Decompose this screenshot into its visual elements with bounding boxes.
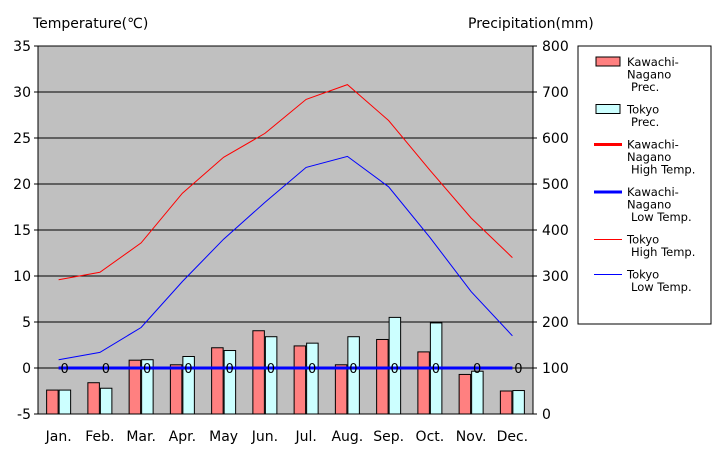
point-label: 0: [308, 362, 316, 377]
legend-label: High Temp.: [631, 245, 695, 259]
precip-bar: [293, 345, 307, 415]
precip-bar: [471, 370, 484, 415]
left-tick-label: 30: [13, 85, 31, 101]
temperature-line: [58, 155, 513, 361]
precip-bar: [334, 364, 348, 415]
legend-label: Kawachi-: [627, 138, 679, 152]
precip-bar: [87, 382, 100, 415]
legend-label: Kawachi-: [627, 185, 679, 199]
precip-bar: [417, 351, 430, 415]
right-tick-label: 500: [542, 177, 569, 193]
right-tick-label: 600: [542, 131, 569, 147]
x-tick-label: Jun.: [251, 429, 278, 445]
legend-swatch: [595, 104, 621, 114]
left-tick-label: 15: [13, 223, 31, 239]
precip-bar: [46, 389, 59, 415]
x-tick-label: Feb.: [85, 429, 114, 445]
point-label: 0: [514, 362, 522, 377]
legend-label: Low Temp.: [631, 280, 692, 294]
temperature-line: [58, 84, 513, 281]
x-tick-label: Dec.: [497, 429, 529, 445]
precip-bar: [223, 350, 237, 415]
precip-bar: [512, 390, 525, 415]
right-tick-label: 700: [542, 85, 569, 101]
legend-label: Kawachi-: [627, 55, 679, 69]
left-tick-label: 35: [13, 39, 31, 55]
left-tick-label: 0: [22, 361, 31, 377]
legend-label: Prec.: [631, 115, 659, 129]
left-tick-label: 25: [13, 131, 31, 147]
precip-bar: [499, 390, 513, 415]
x-tick-label: Aug.: [331, 429, 363, 445]
right-tick-label: 100: [542, 361, 569, 377]
precip-bar: [306, 342, 319, 415]
right-tick-label: 400: [542, 223, 569, 239]
right-axis-title: Precipitation(mm): [468, 16, 594, 32]
precip-bar: [169, 364, 183, 415]
x-tick-label: May: [209, 429, 238, 445]
precip-bar: [99, 387, 113, 415]
precip-bar: [376, 338, 389, 415]
right-tick-label: 0: [542, 407, 551, 423]
x-tick-label: Jan.: [45, 429, 72, 445]
legend-box: [577, 45, 712, 325]
right-tick-label: 800: [542, 39, 569, 55]
point-label: 0: [102, 362, 110, 377]
legend-label: Tokyo: [626, 103, 659, 117]
legend: Kawachi-NaganoPrec.TokyoPrec.Kawachi-Nag…: [577, 45, 712, 325]
right-tick-label: 200: [542, 315, 569, 331]
temperature-lines: [58, 84, 513, 370]
point-label: 0: [267, 362, 275, 377]
precip-bar: [58, 389, 72, 415]
legend-label: Nagano: [627, 198, 671, 212]
left-tick-label: 20: [13, 177, 31, 193]
point-label: 0: [473, 362, 481, 377]
precip-bar: [252, 330, 265, 415]
point-label: 0: [432, 362, 440, 377]
legend-label: Tokyo: [626, 268, 659, 282]
legend-label: Tokyo: [626, 233, 659, 247]
x-tick-label: Mar.: [126, 429, 156, 445]
x-tick-label: Nov.: [456, 429, 487, 445]
point-label: 0: [143, 362, 151, 377]
axes: -5 0 5 10 15 20 25 30 35 0 100 200 300 400 500 600 700 80…: [13, 39, 569, 445]
x-tick-label: Sep.: [373, 429, 404, 445]
left-tick-label: 5: [22, 315, 31, 331]
legend-swatch: [595, 56, 621, 67]
point-label: 0: [60, 362, 68, 377]
precip-bar: [458, 373, 472, 415]
point-label: 0: [225, 362, 233, 377]
x-tick-label: Oct.: [416, 429, 445, 445]
x-tick-label: Apr.: [169, 429, 196, 445]
right-tick-label: 300: [542, 269, 569, 285]
point-labels: 0 0 0 0 0 0 0 0 0 0 0 0: [60, 362, 522, 377]
point-label: 0: [349, 362, 357, 377]
legend-label: High Temp.: [631, 163, 695, 177]
x-tick-label: Jul.: [294, 429, 316, 445]
left-tick-label: 10: [13, 269, 31, 285]
legend-label: Prec.: [631, 80, 659, 94]
legend-label: Nagano: [627, 150, 671, 164]
left-axis-title: Temperature(℃): [32, 16, 148, 32]
precip-bar: [211, 347, 224, 415]
left-tick-label: -5: [17, 407, 31, 423]
point-label: 0: [390, 362, 398, 377]
legend-label: Low Temp.: [631, 210, 692, 224]
point-label: 0: [184, 362, 192, 377]
legend-label: Nagano: [627, 68, 671, 82]
